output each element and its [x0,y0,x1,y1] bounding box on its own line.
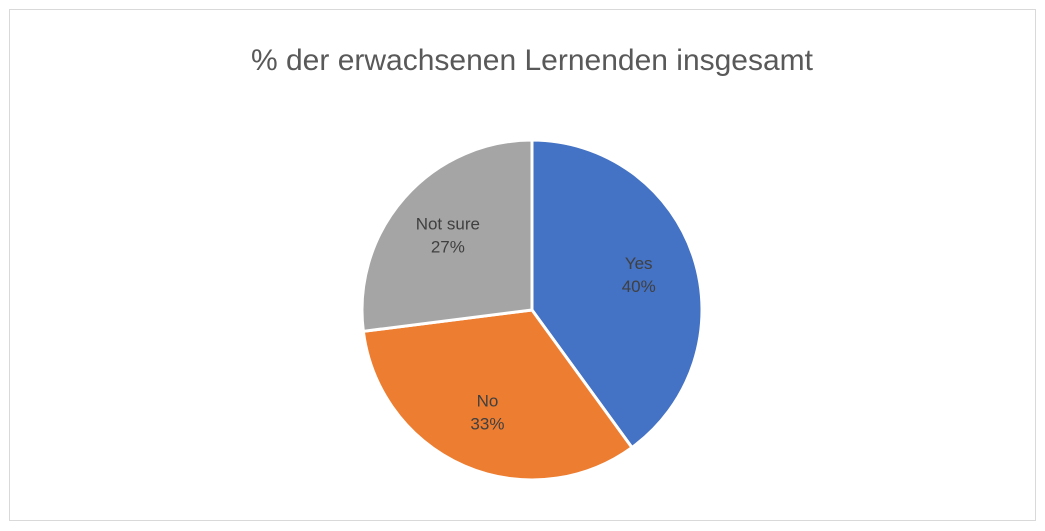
slice-value-label: 27% [431,237,465,256]
pie-slice [361,308,635,482]
chart-title: % der erwachsenen Lernenden insgesamt [251,44,814,77]
slice-category-label: Yes [625,254,653,273]
slice-category-label: No [477,391,499,410]
slice-value-label: 33% [470,414,504,433]
slice-value-label: 40% [622,277,656,296]
pie-slice [360,138,534,333]
slice-category-label: Not sure [416,214,480,233]
pie-slice [530,138,704,450]
